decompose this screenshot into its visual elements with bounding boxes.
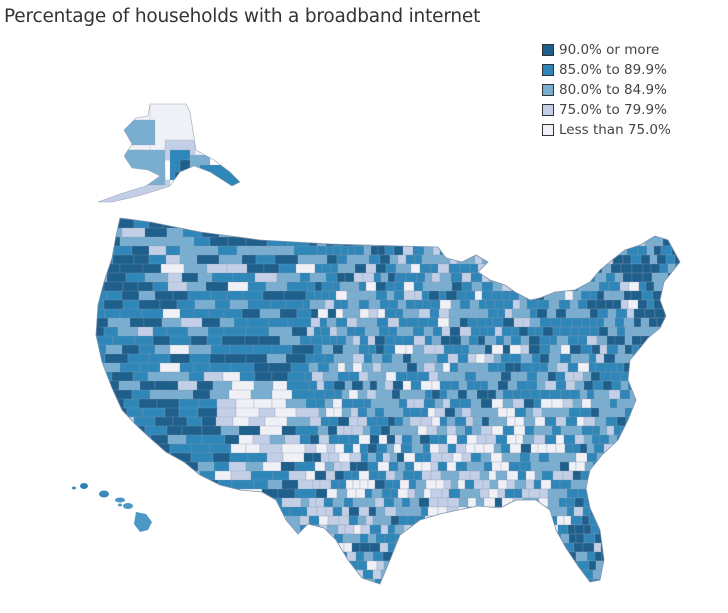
legend-swatch <box>542 104 554 116</box>
legend-item-75-79[interactable]: 75.0% to 79.9% <box>542 100 671 120</box>
legend-swatch <box>542 84 554 96</box>
legend-item-85-89[interactable]: 85.0% to 89.9% <box>542 60 671 80</box>
legend-swatch <box>542 124 554 136</box>
legend-label: 90.0% or more <box>559 42 660 58</box>
legend-label: 85.0% to 89.9% <box>559 62 667 78</box>
chart-title: Percentage of households with a broadban… <box>4 6 481 27</box>
legend-label: 75.0% to 79.9% <box>559 102 667 118</box>
legend-label: 80.0% to 84.9% <box>559 82 667 98</box>
legend-item-under-75[interactable]: Less than 75.0% <box>542 120 671 140</box>
contiguous-us <box>95 217 681 585</box>
legend: 90.0% or more 85.0% to 89.9% 80.0% to 84… <box>542 40 671 140</box>
alaska-inset <box>97 103 241 203</box>
legend-swatch <box>542 44 554 56</box>
legend-label: Less than 75.0% <box>559 122 671 138</box>
legend-item-90-plus[interactable]: 90.0% or more <box>542 40 671 60</box>
hawaii-inset <box>72 483 152 532</box>
legend-swatch <box>542 64 554 76</box>
legend-item-80-84[interactable]: 80.0% to 84.9% <box>542 80 671 100</box>
